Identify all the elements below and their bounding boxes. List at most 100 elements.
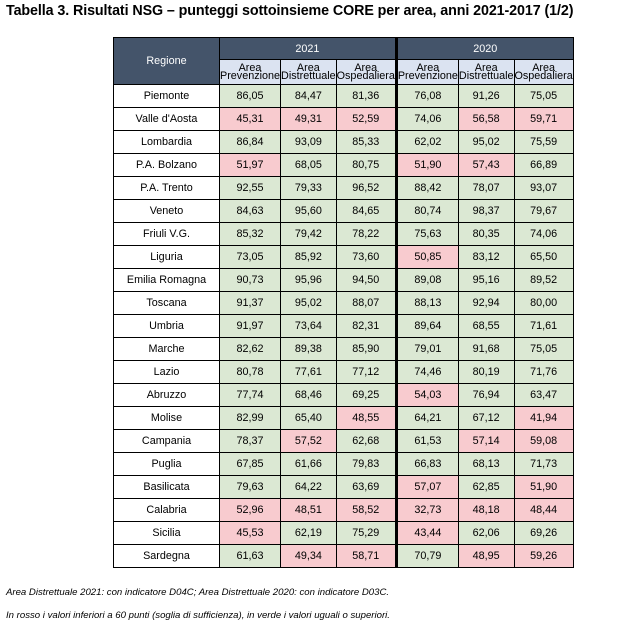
score-cell: 71,61 (513, 314, 574, 338)
score-cell: 77,61 (280, 360, 337, 384)
score-cell: 80,75 (335, 153, 398, 177)
table-row: Abruzzo 77,74 68,46 69,25 54,03 76,94 63,47 (113, 383, 574, 407)
score-cell: 65,40 (280, 406, 337, 430)
table-row: Molise 82,99 65,40 48,55 64,21 67,12 41,94 (113, 406, 574, 430)
score-cell: 88,42 (395, 176, 459, 200)
score-cell: 58,52 (335, 498, 398, 522)
score-cell: 61,66 (280, 452, 337, 476)
table-row: Sicilia 45,53 62,19 75,29 43,44 62,06 69,26 (113, 521, 574, 545)
table-row: Marche 82,62 89,38 85,90 79,01 91,68 75,05 (113, 337, 574, 361)
area-header-line: Area (416, 61, 440, 74)
score-cell: 48,51 (280, 498, 337, 522)
score-cell: 85,90 (335, 337, 398, 361)
score-cell: 51,90 (513, 475, 574, 499)
region-name: Calabria (113, 498, 220, 522)
table-row: Friuli V.G. 85,32 79,42 78,22 75,63 80,35 74,0… (113, 222, 574, 246)
score-cell: 79,01 (395, 337, 459, 361)
score-cell: 96,52 (335, 176, 398, 200)
region-name: Umbria (113, 314, 220, 338)
score-cell: 77,12 (335, 360, 398, 384)
score-cell: 75,29 (335, 521, 398, 545)
score-cell: 80,74 (395, 199, 459, 223)
region-column-header: Regione (113, 37, 220, 85)
score-cell: 32,73 (395, 498, 459, 522)
score-cell: 89,38 (280, 337, 337, 361)
score-cell: 43,44 (395, 521, 459, 545)
area-header-line: Area (354, 61, 378, 74)
score-cell: 48,18 (457, 498, 515, 522)
score-cell: 88,13 (395, 291, 459, 315)
score-cell: 91,68 (457, 337, 515, 361)
score-cell: 84,63 (218, 199, 282, 223)
score-cell: 57,43 (457, 153, 515, 177)
region-name: P.A. Bolzano (113, 153, 220, 177)
score-cell: 57,52 (280, 429, 337, 453)
table-row: Piemonte 86,05 84,47 81,36 76,08 91,26 75,05 (113, 84, 574, 108)
score-cell: 48,44 (513, 498, 574, 522)
score-cell: 48,95 (457, 544, 515, 568)
score-cell: 74,06 (395, 107, 459, 131)
region-name: Sardegna (113, 544, 220, 568)
score-cell: 64,21 (395, 406, 459, 430)
nsg-scores-table: Regione 2021 2020 Area Prevenzione Area Dis… (113, 36, 574, 568)
score-cell: 74,06 (513, 222, 574, 246)
table-row: Sardegna 61,63 49,34 58,71 70,79 48,95 59,26 (113, 544, 574, 568)
region-name: Friuli V.G. (113, 222, 220, 246)
region-name: Valle d'Aosta (113, 107, 220, 131)
score-cell: 62,19 (280, 521, 337, 545)
score-cell: 48,55 (335, 406, 398, 430)
score-cell: 95,02 (280, 291, 337, 315)
score-cell: 62,06 (457, 521, 515, 545)
table-row: Lombardia 86,84 93,09 85,33 62,02 95,02 75,59 (113, 130, 574, 154)
area-header-2020-2: Area Distrettuale (457, 59, 515, 85)
score-cell: 79,42 (280, 222, 337, 246)
score-cell: 94,50 (335, 268, 398, 292)
table-row: Valle d'Aosta 45,31 49,31 52,59 74,06 56,58 59… (113, 107, 574, 131)
score-cell: 73,05 (218, 245, 282, 269)
score-cell: 68,55 (457, 314, 515, 338)
score-cell: 91,97 (218, 314, 282, 338)
score-cell: 95,02 (457, 130, 515, 154)
score-cell: 61,53 (395, 429, 459, 453)
area-header-2021-2: Area Distrettuale (280, 59, 337, 85)
score-cell: 57,07 (395, 475, 459, 499)
footnote-area-distrettuale: Area Distrettuale 2021: con indicatore D… (6, 587, 390, 598)
score-cell: 95,16 (457, 268, 515, 292)
score-cell: 98,37 (457, 199, 515, 223)
table-row: Liguria 73,05 85,92 73,60 50,85 83,12 65,50 (113, 245, 574, 269)
score-cell: 70,79 (395, 544, 459, 568)
score-cell: 76,08 (395, 84, 459, 108)
score-cell: 50,85 (395, 245, 459, 269)
table-row: Lazio 80,78 77,61 77,12 74,46 80,19 71,76 (113, 360, 574, 384)
score-cell: 85,33 (335, 130, 398, 154)
area-header-line: Area (474, 61, 498, 74)
region-name: Campania (113, 429, 220, 453)
region-name: Abruzzo (113, 383, 220, 407)
score-cell: 88,07 (335, 291, 398, 315)
region-name: Lombardia (113, 130, 220, 154)
score-cell: 57,14 (457, 429, 515, 453)
score-cell: 82,99 (218, 406, 282, 430)
region-name: Piemonte (113, 84, 220, 108)
score-cell: 73,60 (335, 245, 398, 269)
table-body: Piemonte 86,05 84,47 81,36 76,08 91,26 75,05 Va… (113, 84, 574, 568)
area-header-2021-1: Area Prevenzione (218, 59, 282, 85)
score-cell: 80,19 (457, 360, 515, 384)
score-cell: 81,36 (335, 84, 398, 108)
region-name: Toscana (113, 291, 220, 315)
score-cell: 67,85 (218, 452, 282, 476)
region-name: Marche (113, 337, 220, 361)
score-cell: 45,53 (218, 521, 282, 545)
region-name: Veneto (113, 199, 220, 223)
score-cell: 78,37 (218, 429, 282, 453)
score-cell: 80,35 (457, 222, 515, 246)
table-title: Tabella 3. Risultati NSG – punteggi sott… (6, 3, 574, 19)
score-cell: 91,37 (218, 291, 282, 315)
score-cell: 82,31 (335, 314, 398, 338)
score-cell: 45,31 (218, 107, 282, 131)
score-cell: 79,63 (218, 475, 282, 499)
score-cell: 66,89 (513, 153, 574, 177)
score-cell: 63,47 (513, 383, 574, 407)
score-cell: 49,34 (280, 544, 337, 568)
area-header-line: Ospedaliera (336, 70, 395, 83)
